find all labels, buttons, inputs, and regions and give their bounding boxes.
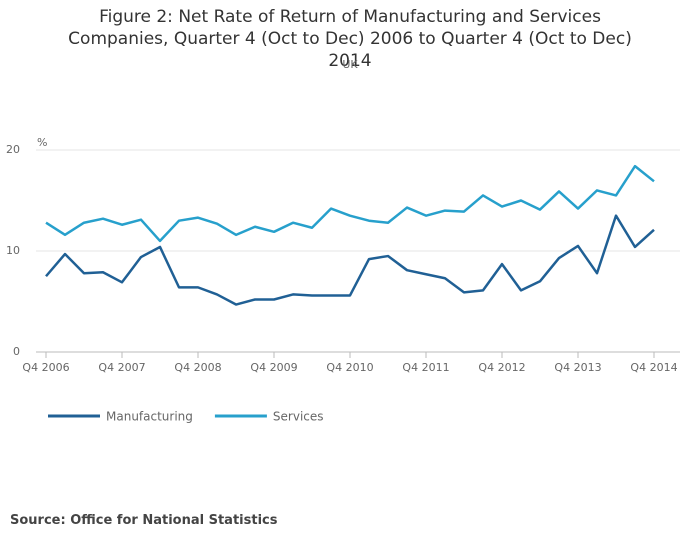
chart-subtitle: UK	[342, 58, 358, 71]
x-tick-label: Q4 2012	[478, 361, 525, 374]
y-tick-label: 0	[13, 345, 20, 358]
source: Source: Office for National Statistics	[10, 513, 278, 528]
chart-title: Figure 2: Net Rate of Return of Manufact…	[68, 7, 632, 71]
x-tick-label: Q4 2008	[174, 361, 221, 374]
chart: % 0 10 20 Q4 2006 Q4 2007 Q4 2008 Q4 2009 Q4 20…	[6, 136, 680, 424]
x-tick-label: Q4 2007	[98, 361, 145, 374]
series-line	[45, 214, 655, 306]
x-tick-label: Q4 2013	[554, 361, 601, 374]
series-line	[45, 164, 655, 243]
legend-label: Manufacturing	[106, 410, 193, 424]
x-tick-label: Q4 2010	[326, 361, 373, 374]
y-axis-label: %	[37, 136, 47, 149]
y-tick-label: 20	[6, 143, 20, 156]
legend-label: Services	[273, 410, 324, 424]
x-tick-label: Q4 2011	[402, 361, 449, 374]
x-tick-label: Q4 2009	[250, 361, 297, 374]
x-tick-label: Q4 2014	[630, 361, 677, 374]
x-tick-label: Q4 2006	[22, 361, 69, 374]
y-tick-label: 10	[6, 244, 20, 257]
